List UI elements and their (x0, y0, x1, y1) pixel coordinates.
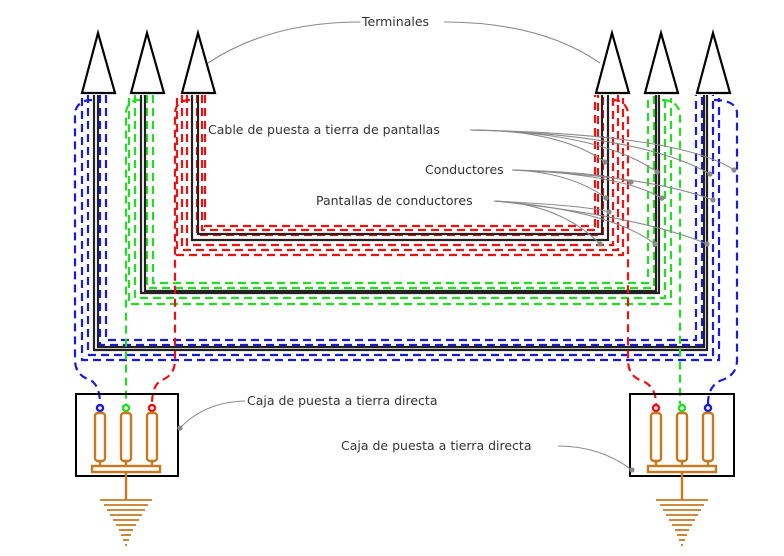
terminal-icon-right-2 (643, 28, 680, 95)
blue-phase-cable (80, 95, 721, 362)
leader-dots (177, 159, 737, 473)
terminals (80, 28, 732, 95)
terminal-icon-right-1 (594, 28, 631, 95)
arrester-icon (90, 403, 162, 500)
earth-ground-icon (100, 499, 152, 546)
terminal-icon-left-3 (180, 28, 217, 95)
terminal-icon-left-2 (129, 28, 166, 95)
ground-drop-cables (73, 98, 739, 405)
label-caja-izquierda: Caja de puesta a tierra directa (247, 393, 437, 408)
terminal-icon-left-1 (80, 28, 117, 95)
label-caja-derecha: Caja de puesta a tierra directa (341, 438, 531, 453)
label-cable-tierra-pantallas: Cable de puesta a tierra de pantallas (208, 122, 440, 137)
terminal-icon-right-3 (695, 28, 732, 95)
label-pantallas-conductores: Pantallas de conductores (316, 193, 473, 208)
arrester-icon (646, 403, 718, 500)
label-terminales: Terminales (361, 14, 429, 29)
red-phase-cable (175, 95, 625, 257)
earth-ground-icon (656, 499, 708, 546)
ground-box-left (75, 393, 179, 546)
ground-box-right (629, 393, 735, 546)
cables (73, 95, 739, 405)
green-phase-cable (127, 95, 673, 306)
label-conductores: Conductores (425, 162, 504, 177)
